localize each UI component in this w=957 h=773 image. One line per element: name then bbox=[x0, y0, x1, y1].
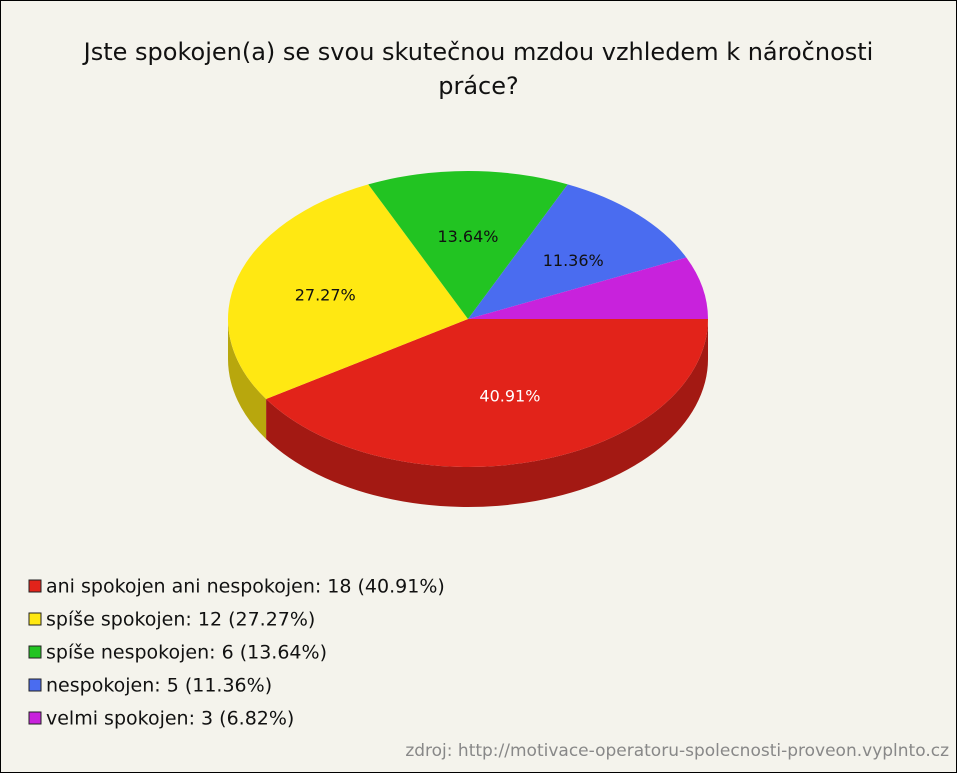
source: zdroj: http://motivace-operatoru-spolecn… bbox=[405, 741, 949, 761]
slice-side bbox=[266, 319, 708, 508]
legend-swatch bbox=[28, 645, 42, 659]
slice-label: 13.64% bbox=[437, 227, 498, 246]
slice bbox=[228, 184, 468, 400]
slice bbox=[368, 171, 568, 319]
legend-label: spíše nespokojen: 6 (13.64%) bbox=[46, 642, 327, 664]
slice-label: 11.36% bbox=[543, 251, 604, 270]
legend-label: velmi spokojen: 3 (6.82%) bbox=[46, 708, 294, 730]
slice bbox=[468, 184, 687, 319]
legend-swatch bbox=[28, 678, 42, 692]
legend-label: spíše spokojen: 12 (27.27%) bbox=[46, 609, 315, 631]
slice-label: 40.91% bbox=[479, 387, 540, 406]
legend-label: nespokojen: 5 (11.36%) bbox=[46, 675, 272, 697]
slice-label: 27.27% bbox=[295, 286, 356, 305]
legend-swatch bbox=[28, 612, 42, 626]
legend-swatch bbox=[28, 579, 42, 593]
chart-title: Jste spokojen(a) se svou skutečnou mzdou… bbox=[83, 38, 874, 100]
slice bbox=[266, 319, 708, 468]
slice-side bbox=[228, 319, 267, 440]
legend-label: ani spokojen ani nespokojen: 18 (40.91%) bbox=[46, 576, 445, 598]
legend-swatch bbox=[28, 711, 42, 725]
slice bbox=[468, 257, 708, 319]
